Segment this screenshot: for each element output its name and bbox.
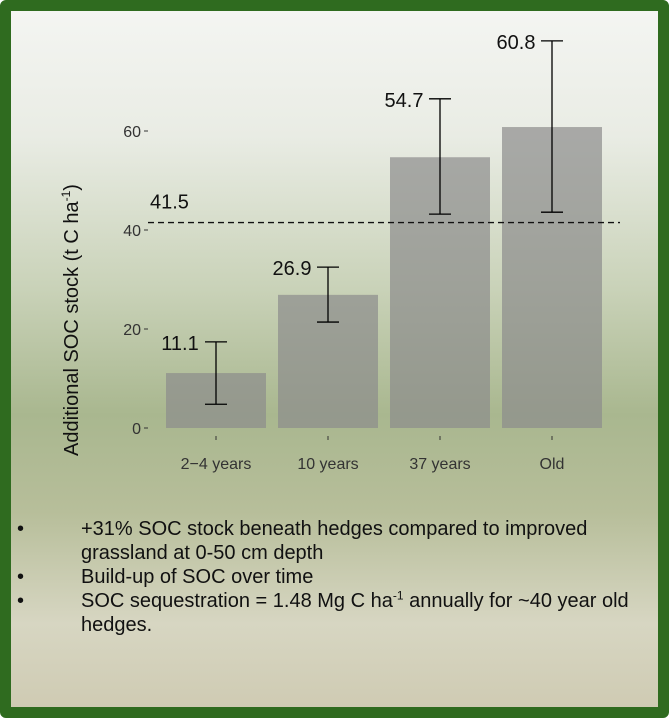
bullet-text: Build-up of SOC over time	[81, 566, 313, 588]
bullet-text: +31% SOC stock beneath hedges compared t…	[81, 518, 587, 564]
y-axis-title-sup: -1	[59, 190, 73, 201]
bullet: •+31% SOC stock beneath hedges compared …	[11, 517, 651, 565]
x-tick-label: 2−4 years	[181, 456, 252, 473]
bullet-list: •+31% SOC stock beneath hedges compared …	[11, 517, 651, 637]
y-tick-label: 40	[123, 223, 141, 240]
value-label: 54.7	[385, 90, 424, 112]
bullet-sup: -1	[393, 588, 404, 602]
y-tick-label: 60	[123, 124, 141, 141]
x-tick-label: Old	[540, 456, 565, 473]
y-axis-title-text: Additional SOC stock (t C ha	[61, 201, 83, 456]
value-label: 11.1	[161, 333, 198, 355]
bullet-text: SOC sequestration = 1.48 Mg C ha	[81, 590, 393, 612]
x-tick-label: 10 years	[297, 456, 358, 473]
y-axis-title-suffix: )	[61, 184, 83, 191]
bullet: •Build-up of SOC over time	[11, 565, 651, 589]
y-tick-label: 0	[132, 421, 141, 438]
reference-label: 41.5	[150, 192, 189, 214]
bullet: •SOC sequestration = 1.48 Mg C ha-1 annu…	[11, 589, 651, 637]
y-axis-title: Additional SOC stock (t C ha-1)	[59, 184, 83, 456]
y-tick-label: 20	[123, 322, 141, 339]
x-tick-label: 37 years	[409, 456, 470, 473]
value-label: 60.8	[497, 32, 536, 54]
value-label: 26.9	[273, 258, 312, 280]
frame: 0 20 40 60 2−4 years 11.1 10 years 26.9 37 years…	[0, 0, 669, 718]
